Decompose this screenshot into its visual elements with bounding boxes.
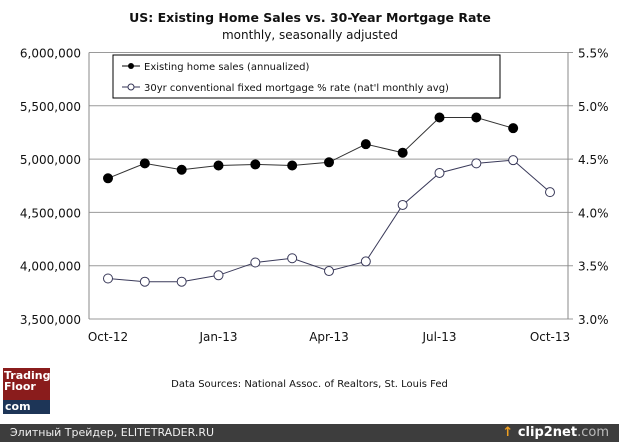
data-source: Data Sources: National Assoc. of Realtor…: [171, 379, 448, 390]
data-point-sales: [139, 158, 150, 169]
footer-bar: Элитный Трейдер, ELITETRADER.RU ↑ clip2n…: [0, 424, 619, 442]
y-left-tick-label: 6,000,000: [20, 47, 81, 61]
chart-title: US: Existing Home Sales vs. 30-Year Mort…: [129, 10, 491, 25]
y-right-tick-label: 4.0%: [578, 206, 609, 220]
x-tick-label: Jul-13: [421, 330, 456, 344]
y-right-tick-label: 5.5%: [578, 47, 609, 61]
legend: Existing home sales (annualized) 30yr co…: [112, 54, 501, 99]
y-left-tick-label: 5,500,000: [20, 100, 81, 114]
data-point-rate: [213, 270, 224, 281]
data-point-sales: [250, 159, 261, 170]
data-point-sales: [213, 160, 224, 171]
series-line-sales: [107, 117, 514, 179]
clip2net-suffix: .com: [577, 425, 609, 440]
data-point-sales: [103, 173, 113, 184]
y-left-tick-label: 5,000,000: [20, 153, 81, 167]
data-point-rate: [434, 167, 445, 178]
data-point-sales: [434, 112, 445, 123]
logo-text-3: com: [3, 400, 50, 414]
data-point-sales: [287, 160, 298, 171]
data-point-sales: [397, 147, 408, 158]
chart: US: Existing Home Sales vs. 30-Year Mort…: [20, 10, 609, 344]
data-point-sales: [360, 139, 371, 150]
logo-text-1: Trading: [4, 369, 51, 382]
data-point-rate: [250, 257, 261, 268]
legend-label-sales: Existing home sales (annualized): [144, 62, 309, 73]
data-point-rate: [360, 256, 371, 267]
legend-marker-rate: [127, 83, 135, 91]
y-right-tick-label: 4.5%: [578, 153, 609, 167]
x-tick-label: Jan-13: [198, 330, 237, 344]
y-left-tick-label: 4,000,000: [20, 260, 81, 274]
y-right-tick-label: 3.0%: [578, 313, 609, 327]
legend-marker-sales: [128, 63, 134, 69]
data-point-rate: [545, 187, 555, 198]
chart-subtitle: monthly, seasonally adjusted: [222, 28, 398, 42]
x-tick-label: Oct-13: [530, 330, 570, 344]
data-point-rate: [508, 155, 519, 166]
data-point-sales: [324, 157, 334, 168]
data-point-rate: [397, 199, 408, 210]
data-point-rate: [139, 276, 150, 287]
x-tick-label: Apr-13: [309, 330, 349, 344]
data-point-rate: [471, 158, 482, 169]
footer-site: Элитный Трейдер, ELITETRADER.RU: [10, 426, 215, 439]
data-point-rate: [324, 266, 334, 277]
tradingfloor-logo: Trading Floor com: [3, 368, 51, 414]
y-right-tick-label: 5.0%: [578, 100, 609, 114]
data-point-sales: [176, 164, 187, 175]
data-point-sales: [471, 112, 482, 123]
data-point-rate: [103, 273, 113, 284]
y-left-tick-label: 4,500,000: [20, 206, 81, 220]
y-left-tick-label: 3,500,000: [20, 313, 81, 327]
y-right-tick-label: 3.5%: [578, 260, 609, 274]
clip2net-logo: ↑ clip2net.com: [502, 425, 609, 440]
logo-text-2: Floor: [4, 380, 36, 393]
data-point-rate: [176, 276, 187, 287]
data-point-rate: [287, 253, 298, 264]
data-point-sales: [508, 123, 519, 134]
clip2net-brand: clip2net: [517, 425, 578, 440]
x-tick-label: Oct-12: [88, 330, 128, 344]
series-line-rate: [107, 159, 551, 283]
legend-label-rate: 30yr conventional fixed mortgage % rate …: [144, 83, 449, 94]
